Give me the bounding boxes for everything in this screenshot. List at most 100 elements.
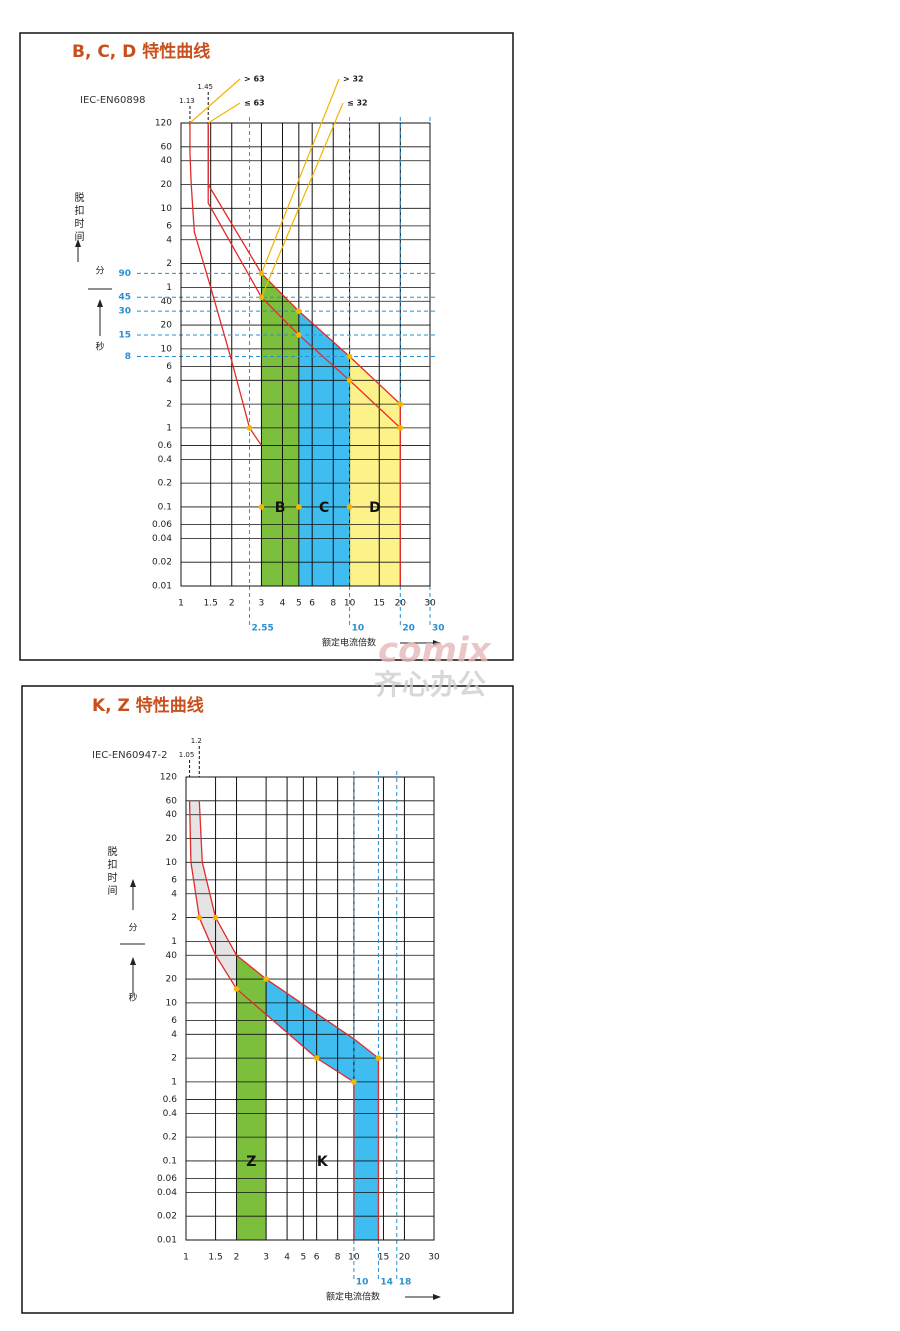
y-tick-label: 0.1 [163,1156,177,1166]
point [346,353,353,360]
x-tick-label: 1.5 [208,1253,222,1263]
y-tick-label: 120 [160,773,177,783]
band [189,800,237,989]
standard-label: IEC-EN60947-2 [92,750,167,761]
minutes-label: 分 [128,923,137,934]
marker-label: 1.05 [179,751,195,759]
y-tick-label: 10 [161,344,173,354]
y-tick-label: 2 [171,913,177,923]
leader-line [260,102,344,298]
ref-x-label: 14 [380,1278,393,1288]
y-tick-label: 1 [166,423,172,433]
y-tick-label: 0.02 [157,1212,177,1222]
y-tick-label: 0.02 [152,558,172,568]
y-tick-label: 10 [166,858,178,868]
x-tick-label: 3 [263,1253,269,1263]
y-tick-label: 1 [171,937,177,947]
band [266,979,379,1240]
chart-title: K, Z 特性曲线 [92,695,204,716]
leader-line [189,78,241,124]
y-tick-label: 6 [166,221,172,231]
y-tick-label: 0.6 [158,441,173,451]
y-axis-label: 脱扣时间 [105,845,117,898]
x-tick-label: 8 [335,1253,341,1263]
y-tick-label: 0.06 [157,1174,177,1184]
point [212,914,219,921]
x-tick-label: 5 [300,1253,306,1263]
band [349,356,401,586]
plot-border [185,776,435,1241]
ref-y-label: 90 [118,269,131,279]
y-tick-label: 0.2 [163,1133,177,1143]
y-tick-label: 0.06 [152,520,172,530]
y-tick-label: 40 [161,297,173,307]
plot-border [180,122,431,587]
y-tick-label: 0.1 [158,502,172,512]
point [397,425,404,431]
y-axis-label: 脱扣时间 [72,191,84,244]
band [261,273,299,586]
ref-y-label: 30 [118,307,131,317]
point [346,504,353,510]
y-tick-label: 0.04 [152,534,172,544]
y-tick-label: 120 [155,119,172,129]
y-tick-label: 10 [166,998,178,1008]
marker-label: 1.45 [197,83,213,91]
y-tick-label: 2 [166,259,172,269]
y-tick-label: 40 [166,810,178,820]
minutes-label: 分 [95,266,104,277]
point [263,976,269,982]
y-tick-label: 40 [166,951,178,961]
ref-x-label: 10 [356,1278,369,1288]
point [313,1055,320,1061]
x-tick-label: 2 [229,599,235,609]
y-tick-label: 20 [161,180,173,190]
leader-line [207,102,241,124]
ref-x-label: 10 [352,624,365,634]
ref-x-label: 18 [399,1278,412,1288]
x-tick-label: 1 [178,599,184,609]
trip-curve [188,800,355,1240]
y-tick-label: 2 [171,1054,177,1064]
x-axis-label: 额定电流倍数 [322,637,376,649]
y-tick-label: 4 [166,376,172,386]
x-tick-label: 1 [183,1253,189,1263]
watermark-brand: comix [378,631,492,671]
y-tick-label: 4 [166,235,172,245]
chart-frame [21,685,514,1314]
point [258,504,265,510]
trip-curve [189,123,262,446]
x-tick-label: 30 [428,1253,440,1263]
chart-title: B, C, D 特性曲线 [72,41,210,62]
watermark-name: 齐心办公 [374,668,486,701]
band [236,955,267,1240]
y-tick-label: 10 [161,204,173,214]
y-tick-label: 0.01 [157,1236,177,1246]
y-tick-label: 0.4 [158,455,173,465]
point [296,332,302,338]
y-tick-label: 6 [166,362,172,372]
y-tick-label: 40 [161,156,173,166]
point [233,986,240,992]
point [346,377,353,384]
chart-frame [19,32,514,661]
leader-label: > 32 [343,75,364,84]
band-label: D [369,500,381,516]
x-tick-label: 6 [314,1253,320,1263]
y-tick-label: 0.4 [163,1109,178,1119]
point [296,308,302,314]
band [298,311,350,586]
trip-curve [207,123,401,429]
marker-label: 1.2 [191,737,202,745]
y-tick-label: 0.04 [157,1188,177,1198]
x-tick-label: 4 [284,1253,290,1263]
ref-x-label: 30 [432,624,445,634]
x-tick-label: 15 [378,1253,389,1263]
x-tick-label: 8 [330,599,336,609]
leader-line [260,78,340,274]
y-tick-label: 0.6 [163,1095,178,1105]
y-tick-label: 0.01 [152,582,172,592]
y-tick-label: 1 [171,1077,177,1087]
band-label: B [275,500,286,516]
